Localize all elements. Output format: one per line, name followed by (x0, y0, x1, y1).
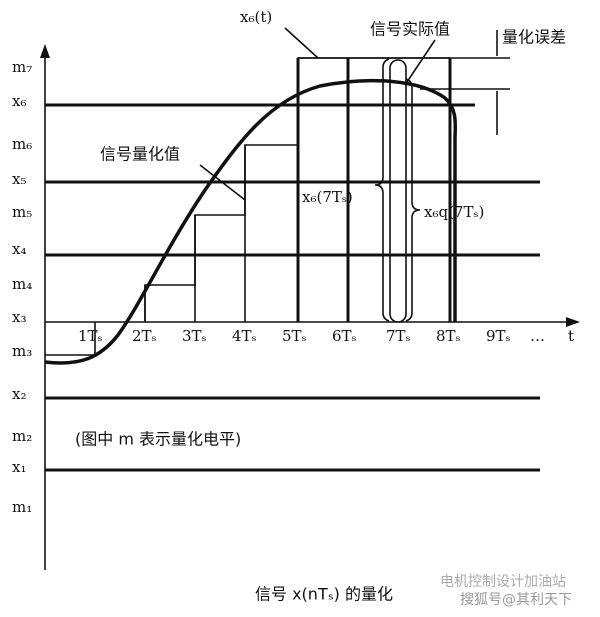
annotation: x₆(t) (240, 8, 272, 26)
watermark: 电机控制设计加油站 (440, 574, 566, 590)
axis-arrow (40, 44, 50, 58)
time-label: 8Tₛ (436, 327, 461, 345)
level-label: m₄ (12, 275, 32, 293)
leader (199, 164, 246, 201)
level-label: x₆ (12, 92, 26, 110)
level-label: m₅ (12, 203, 32, 221)
level-label: m₁ (12, 498, 32, 516)
leader (404, 39, 436, 86)
time-label: 3Tₛ (182, 327, 207, 345)
level-label: x₁ (12, 458, 26, 476)
time-label: 5Tₛ (282, 327, 307, 345)
time-label: 6Tₛ (332, 327, 357, 345)
watermark: 搜狐号@其利天下 (460, 592, 572, 608)
axis-arrow (566, 317, 580, 327)
level-label: m₆ (12, 135, 32, 153)
annotation: x₆(7Tₛ) (302, 188, 353, 206)
time-label: 2Tₛ (132, 327, 157, 345)
staircase (45, 57, 452, 356)
time-label: 1Tₛ (78, 327, 103, 345)
time-label: 7Tₛ (386, 327, 411, 345)
annotation: 信号实际值 (370, 20, 450, 39)
time-label: … (530, 327, 545, 345)
time-label: 4Tₛ (232, 327, 257, 345)
level-label: x₂ (12, 385, 26, 403)
signal-curve (44, 78, 458, 365)
level-label: x₄ (12, 240, 26, 258)
annotation: 信号量化值 (100, 145, 180, 164)
leader (284, 27, 319, 59)
level-label: x₃ (12, 308, 26, 326)
note: (图中 m 表示量化电平) (75, 430, 241, 449)
levels (45, 57, 540, 472)
level-label: x₅ (12, 170, 26, 188)
axes (40, 44, 580, 570)
annotation: 量化误差 (502, 28, 566, 47)
level-label: m₂ (12, 427, 32, 445)
level-labels: m₇ x₆ m₆ x₅ m₅ x₄ m₄ x₃ m₃ x₂ m₂ x₁ m₁ (12, 58, 32, 516)
time-labels: 1Tₛ 2Tₛ 3Tₛ 4Tₛ 5Tₛ 6Tₛ 7Tₛ 8Tₛ 9Tₛ … t (78, 327, 574, 345)
error-loop (389, 59, 407, 323)
leaders (199, 27, 498, 322)
brace (374, 58, 390, 322)
level-label: m₃ (12, 342, 32, 360)
level-label: m₇ (12, 58, 32, 76)
brace (405, 78, 421, 322)
annotation: x₆q(7Tₛ) (424, 203, 484, 221)
caption: 信号 x(nTₛ) 的量化 (255, 585, 393, 604)
time-label: 9Tₛ (486, 327, 511, 345)
time-label: t (568, 327, 574, 345)
